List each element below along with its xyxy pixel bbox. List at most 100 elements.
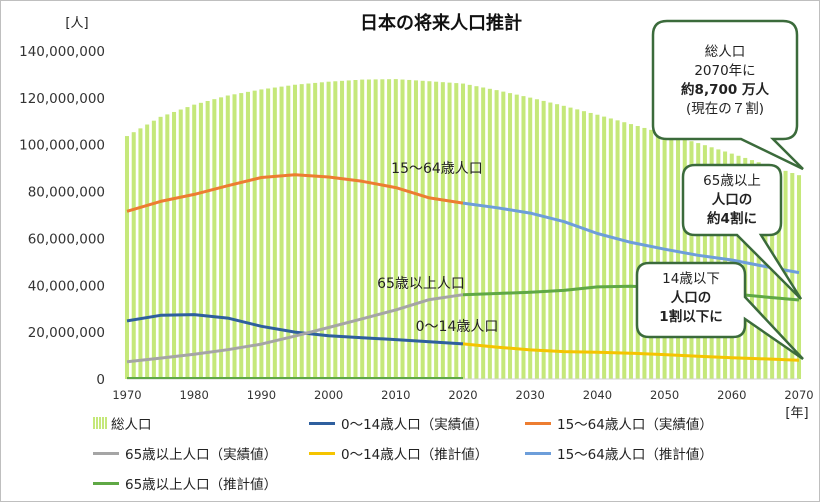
bar-total-2019	[454, 83, 459, 380]
bar-total-1990	[259, 89, 264, 380]
bar-total-1979	[185, 107, 190, 379]
series-line-3	[126, 293, 464, 364]
legend-swatch-elderly-actual	[93, 451, 119, 455]
legend-item-working-projected: 15～64歳人口（推計値）	[525, 443, 713, 463]
bar-total-2027	[508, 93, 513, 379]
bar-total-2043	[615, 120, 620, 379]
bar-total-2025	[494, 90, 499, 379]
y-tick-label: 0	[96, 372, 105, 388]
bar-total-1993	[279, 86, 284, 380]
bar-total-1995	[292, 84, 298, 379]
callout-elderly-line2: 人口の	[712, 192, 753, 208]
bar-total-1970	[124, 136, 130, 379]
bar-total-1978	[178, 109, 183, 380]
bar-total-2028	[514, 94, 519, 380]
legend-label-elderly-actual: 65歳以上人口（実績値）	[125, 447, 278, 463]
legend-label-working-actual: 15～64歳人口（実績値）	[557, 417, 713, 433]
bar-total-2062	[743, 157, 748, 379]
bar-total-1971	[131, 132, 136, 379]
bar-total-1976	[165, 114, 170, 380]
bar-total-2041	[602, 116, 607, 379]
bar-total-1996	[299, 84, 304, 380]
bar-total-1984	[219, 97, 224, 380]
bar-total-1985	[225, 95, 230, 379]
x-tick-label: 1990	[247, 388, 276, 402]
bar-total-2064	[756, 162, 761, 379]
bar-total-2024	[487, 88, 492, 379]
legend-item-elderly-actual: 65歳以上人口（実績値）	[93, 443, 277, 463]
bar-total-2031	[534, 99, 539, 380]
bar-total-2004	[353, 80, 358, 379]
bar-total-1991	[266, 88, 271, 379]
bar-total-2054	[689, 141, 694, 379]
bar-total-1992	[272, 87, 277, 379]
bar-total-2018	[447, 82, 452, 379]
legend-swatch-working-actual	[525, 421, 551, 425]
bar-total-2032	[541, 100, 546, 379]
bar-total-2070	[796, 175, 802, 379]
bar-total-2026	[501, 91, 506, 379]
y-tick-label: 120,000,000	[19, 91, 105, 107]
bar-total-1999	[319, 82, 324, 379]
bar-total-2046	[635, 126, 640, 380]
bar-total-1987	[239, 93, 244, 380]
callout-total-line1: 総人口	[705, 44, 746, 60]
x-tick-label: 2010	[381, 388, 410, 402]
bar-total-2023	[481, 87, 486, 380]
callout-total-line3: 約8,700 万人	[681, 81, 769, 98]
x-tick-label: 2030	[516, 388, 545, 402]
bar-total-1994	[286, 85, 291, 379]
bar-total-2017	[440, 82, 445, 379]
bar-total-1988	[245, 91, 250, 379]
bar-total-2005	[360, 79, 365, 379]
y-tick-label: 40,000,000	[28, 278, 105, 294]
y-tick-label: 60,000,000	[28, 231, 105, 247]
bar-total-2050	[662, 133, 667, 379]
legend-item-working-actual: 15～64歳人口（実績値）	[525, 413, 713, 433]
x-unit-label: [年]	[785, 406, 808, 421]
bar-total-1986	[232, 94, 237, 380]
callout-total-bubble	[651, 19, 804, 171]
bar-total-1998	[313, 82, 318, 379]
series-line-2	[126, 173, 464, 213]
bar-total-1975	[158, 116, 163, 379]
bar-total-2066	[770, 166, 775, 379]
bar-total-2015	[427, 81, 432, 380]
bar-total-2039	[588, 112, 593, 380]
x-tick-label: 2000	[314, 388, 343, 402]
bar-total-2013	[413, 80, 418, 379]
x-tick-label: 2040	[583, 388, 612, 402]
y-tick-label: 100,000,000	[19, 138, 105, 154]
callout-elderly-bubble	[681, 163, 803, 300]
bar-total-1977	[172, 111, 177, 379]
bar-total-1980	[192, 104, 197, 379]
legend-swatch-children-projected	[309, 451, 335, 455]
annotation-working-age: 15～64歳人口	[391, 161, 483, 177]
bar-total-2037	[575, 109, 580, 379]
callout-elderly-line3: 約4割に	[707, 210, 757, 227]
legend-item-children-actual: 0～14歳人口（実績値）	[309, 413, 488, 433]
bar-total-2006	[366, 79, 371, 380]
bar-total-2002	[340, 80, 345, 380]
bar-total-2021	[467, 84, 472, 379]
bar-total-2045	[628, 124, 634, 380]
bar-total-2033	[548, 102, 553, 380]
callout-children-line1: 14歳以下	[662, 271, 720, 287]
callout-total-line4: (現在の７割)	[686, 100, 764, 117]
x-tick-label: 1970	[112, 388, 141, 402]
bar-total-2020	[460, 83, 466, 380]
bar-total-2051	[669, 135, 674, 379]
bar-total-1974	[151, 120, 156, 379]
legend-label-elderly-projected: 65歳以上人口（推計値）	[125, 477, 278, 493]
bar-total-2022	[474, 86, 479, 380]
legend-swatch-elderly-projected	[93, 481, 119, 485]
legend-label-working-projected: 15～64歳人口（推計値）	[557, 447, 713, 463]
callout-total-line2: 2070年に	[694, 63, 755, 79]
bar-total-2000	[326, 81, 331, 379]
bar-total-2042	[608, 118, 613, 379]
bar-total-2009	[387, 79, 392, 379]
x-tick-label: 1980	[180, 388, 209, 402]
bar-total-2052	[676, 137, 681, 379]
legend-label-total: 総人口	[111, 417, 152, 433]
